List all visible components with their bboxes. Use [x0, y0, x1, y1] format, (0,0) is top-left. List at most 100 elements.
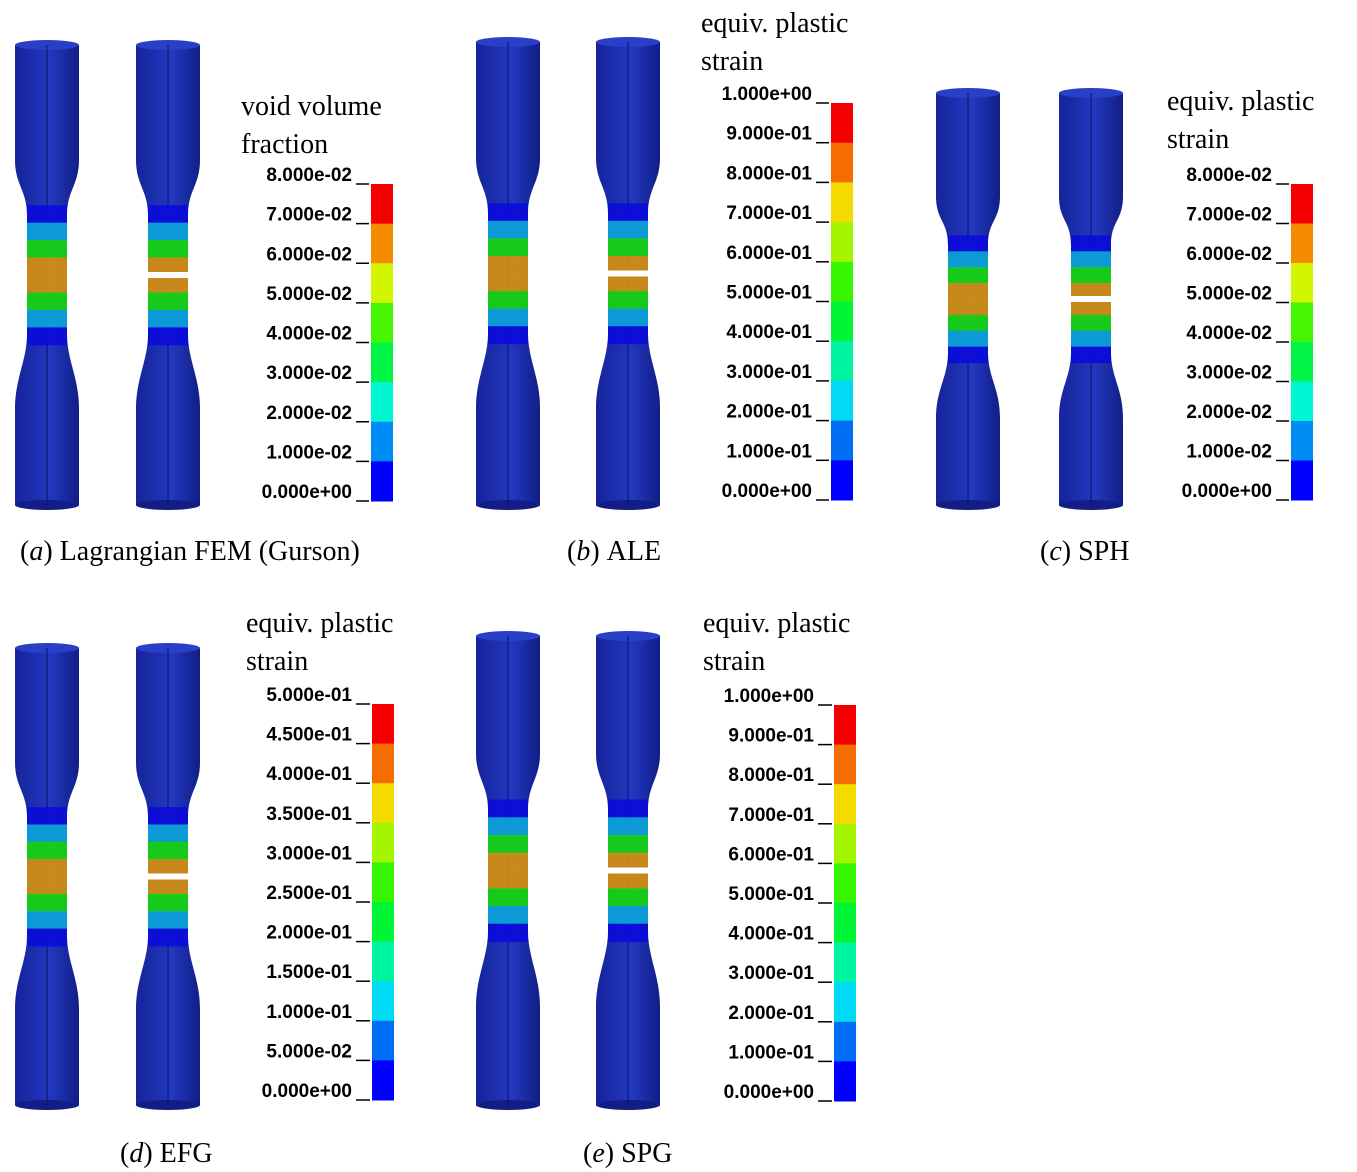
colorbar-band [831, 143, 853, 183]
colorbar-band [371, 184, 393, 224]
strain-band [488, 871, 528, 889]
colorbar-tick-label: 1.000e-02 [1186, 442, 1272, 463]
legend-title: equiv. plastic [701, 8, 848, 39]
fracture-gap [147, 874, 189, 880]
strain-band [608, 291, 648, 309]
colorbar-band [1291, 303, 1313, 343]
colorbar-band [1291, 461, 1313, 501]
colorbar-band [831, 421, 853, 461]
colorbar-tick-label: 8.000e-02 [266, 165, 352, 186]
colorbar-band [834, 903, 856, 943]
colorbar-tick-label: 2.000e-01 [266, 923, 352, 944]
strain-band [608, 924, 648, 942]
colorbar-band [372, 862, 394, 902]
fracture-gap [1070, 296, 1112, 302]
strain-band [488, 309, 528, 327]
colorbar-band [831, 222, 853, 262]
strain-band [148, 292, 188, 310]
caption-part: e [592, 1138, 604, 1169]
strain-band [608, 800, 648, 818]
panel-caption: (a)Lagrangian FEM (Gurson) [20, 536, 360, 567]
strain-band [608, 906, 648, 924]
colorbar-tick-label: 4.000e-01 [266, 764, 352, 785]
colorbar-tick-label: 5.000e-01 [726, 283, 812, 304]
panel-caption: (d)EFG [120, 1138, 213, 1169]
fracture-gap [147, 272, 189, 278]
strain-band [488, 906, 528, 924]
strain-band [148, 929, 188, 947]
strain-band [27, 292, 67, 310]
strain-band [488, 221, 528, 239]
colorbar-band [372, 823, 394, 863]
caption-part: ) [43, 536, 52, 567]
strain-band [27, 894, 67, 912]
specimen [596, 631, 660, 1110]
legend-title: strain [1167, 124, 1229, 155]
colorbar-band [371, 461, 393, 501]
strain-band [488, 800, 528, 818]
fracture-gap [607, 868, 649, 874]
strain-band [608, 203, 648, 221]
strain-band [488, 326, 528, 344]
colorbar-band [834, 1061, 856, 1101]
colorbar-tick-label: 3.000e-02 [1186, 363, 1272, 384]
colorbar-band [834, 705, 856, 745]
strain-band [27, 859, 67, 877]
caption-text: SPG [621, 1138, 672, 1169]
colorbar-tick-label: 0.000e+00 [724, 1082, 814, 1103]
colorbar-tick-label: 3.000e-01 [728, 963, 814, 984]
colorbar-tick-label: 0.000e+00 [262, 482, 352, 503]
strain-band [608, 309, 648, 327]
strain-band [148, 205, 188, 223]
colorbar-band [372, 783, 394, 823]
strain-band [608, 888, 648, 906]
strain-band [1071, 235, 1111, 251]
colorbar-tick-label: 8.000e-01 [726, 163, 812, 184]
colorbar-tick-label: 7.000e-01 [726, 203, 812, 224]
colorbar-tick-label: 0.000e+00 [722, 481, 812, 502]
specimen [596, 37, 660, 510]
legend-title: strain [701, 46, 763, 77]
legend-title: fraction [241, 129, 328, 160]
colorbar-tick-label: 0.000e+00 [1182, 481, 1272, 502]
panel-caption: (b)ALE [567, 536, 661, 567]
colorbar-band [371, 224, 393, 264]
strain-band [948, 347, 988, 363]
caption-part: ( [583, 1138, 592, 1169]
colorbar-band [371, 303, 393, 343]
colorbar-tick-label: 5.000e-02 [266, 1041, 352, 1062]
colorbar-band [831, 302, 853, 342]
strain-band [608, 221, 648, 239]
strain-band [1071, 267, 1111, 283]
colorbar-band [831, 381, 853, 421]
caption-part: ( [20, 536, 29, 567]
caption-text: ALE [607, 536, 661, 567]
strain-band [948, 235, 988, 251]
colorbar-tick-label: 5.000e-02 [1186, 284, 1272, 305]
colorbar-tick-label: 8.000e-01 [728, 765, 814, 786]
colorbar-tick-label: 6.000e-01 [726, 243, 812, 264]
colorbar-tick-label: 2.000e-01 [726, 402, 812, 423]
caption-part: ( [1040, 536, 1049, 567]
colorbar-tick-label: 6.000e-02 [266, 244, 352, 265]
colorbar-tick-label: 4.000e-01 [728, 924, 814, 945]
colorbar-band [831, 182, 853, 222]
strain-band [948, 331, 988, 347]
colorbar-tick-label: 6.000e-02 [1186, 244, 1272, 265]
fracture-gap [607, 271, 649, 277]
strain-band [148, 842, 188, 860]
colorbar-tick-label: 2.000e-02 [266, 403, 352, 424]
colorbar-tick-label: 4.000e-02 [1186, 323, 1272, 344]
colorbar-tick-label: 4.500e-01 [266, 725, 352, 746]
strain-band [148, 911, 188, 929]
colorbar-tick-label: 3.000e-01 [726, 362, 812, 383]
colorbar-band [834, 784, 856, 824]
colorbar-band [372, 981, 394, 1021]
strain-band [27, 842, 67, 860]
colorbar-tick-label: 1.000e-02 [266, 442, 352, 463]
colorbar-band [372, 744, 394, 784]
strain-band [488, 274, 528, 292]
strain-band [488, 835, 528, 853]
colorbar-tick-label: 1.000e-01 [728, 1042, 814, 1063]
colorbar-tick-label: 7.000e-02 [266, 205, 352, 226]
